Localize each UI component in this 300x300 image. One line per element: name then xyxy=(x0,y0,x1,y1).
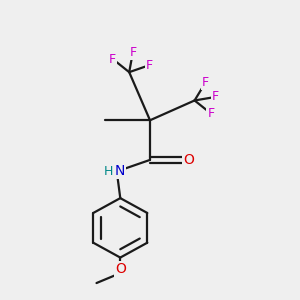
Text: N: N xyxy=(115,164,125,178)
Text: H: H xyxy=(104,165,113,178)
Text: F: F xyxy=(207,107,214,120)
Text: F: F xyxy=(129,46,137,59)
Text: F: F xyxy=(202,76,209,89)
Text: F: F xyxy=(146,59,153,72)
Text: F: F xyxy=(212,90,219,104)
Text: O: O xyxy=(183,153,194,167)
Text: O: O xyxy=(115,262,126,276)
Text: F: F xyxy=(109,52,116,66)
